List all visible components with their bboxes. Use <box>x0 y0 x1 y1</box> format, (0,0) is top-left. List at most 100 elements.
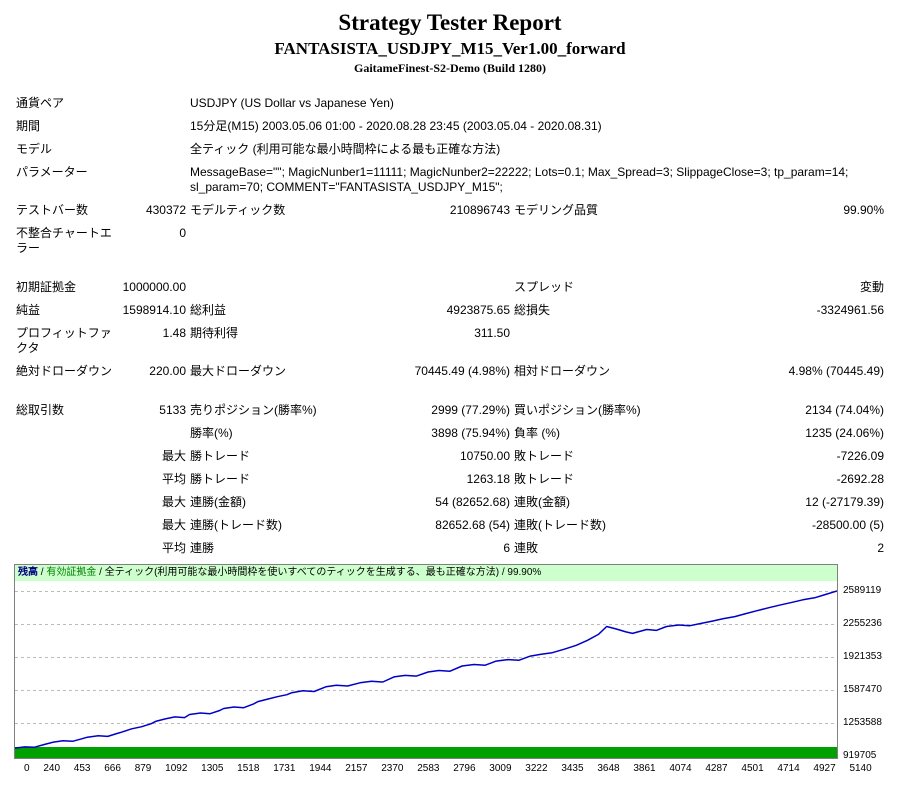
x-axis-label: 2796 <box>453 763 476 774</box>
label-cell: プロフィットファクタ <box>16 326 112 355</box>
x-axis-label: 2583 <box>417 763 440 774</box>
value-cell: 平均 <box>161 541 186 555</box>
table-row: 期間 15分足(M15) 2003.05.06 01:00 - 2020.08.2… <box>14 115 886 138</box>
spacer-row <box>14 260 886 276</box>
spacer-row <box>14 383 886 399</box>
value-cell: -2692.28 <box>836 472 885 486</box>
label-cell: 連勝 <box>190 541 215 555</box>
value-cell: 1235 (24.06%) <box>805 426 885 440</box>
balance-line <box>15 590 837 749</box>
value-cell: 10750.00 <box>459 449 510 463</box>
label-cell: 敗トレード <box>514 472 575 486</box>
x-axis-label: 1305 <box>201 763 224 774</box>
x-axis-label: 1518 <box>237 763 260 774</box>
value-cell: 1263.18 <box>466 472 510 486</box>
label-cell: 15分足(M15) 2003.05.06 01:00 - 2020.08.28 … <box>190 119 602 133</box>
y-axis-label: 1253588 <box>843 716 882 728</box>
value-cell: 70445.49 (4.98%) <box>414 364 510 378</box>
legend-separator: / <box>96 567 105 578</box>
value-cell: 2 <box>877 541 885 555</box>
value-cell: 最大 <box>161 518 186 532</box>
label-cell <box>14 468 114 491</box>
value-cell: 0 <box>179 226 186 240</box>
label-cell: 通貨ペア <box>16 96 65 110</box>
label-cell: 勝トレード <box>190 449 251 463</box>
balance-chart-section: 残高 / 有効証拠金 / 全ティック(利用可能な最小時間枠を使いすべてのティック… <box>14 564 886 761</box>
value-cell: 1.48 <box>162 326 186 340</box>
y-axis-label: 1921353 <box>843 651 882 662</box>
value-cell: 12 (-27179.39) <box>805 495 885 509</box>
table-row: 総取引数 5133 売りポジション(勝率%) 2999 (77.29%) 買いポジション… <box>14 399 886 422</box>
legend-quality-value: 99.90% <box>507 567 542 578</box>
label-cell <box>14 537 114 560</box>
report-title: Strategy Tester Report <box>338 10 562 35</box>
report-page: Strategy Tester Report FANTASISTA_USDJPY… <box>14 8 886 774</box>
table-row: 最大 勝トレード 10750.00 敗トレード -7226.09 <box>14 445 886 468</box>
label-cell: 勝トレード <box>190 472 251 486</box>
x-axis-label: 3648 <box>597 763 620 774</box>
label-cell: 負率 (%) <box>514 426 560 440</box>
label-cell: 買いポジション(勝率%) <box>514 403 641 417</box>
x-axis-label: 2370 <box>381 763 404 774</box>
legend-balance-label: 残高 <box>18 567 38 578</box>
table-row: 不整合チャートエラー 0 <box>14 222 886 260</box>
x-axis-label: 4501 <box>741 763 764 774</box>
value-cell: 430372 <box>145 203 186 217</box>
label-cell: モデリング品質 <box>514 203 599 217</box>
value-cell: 4923875.65 <box>446 303 510 317</box>
label-cell: モデル <box>16 142 53 156</box>
expert-name: FANTASISTA_USDJPY_M15_Ver1.00_forward <box>274 39 626 58</box>
x-axis-label: 666 <box>104 763 121 774</box>
x-axis-label: 2157 <box>345 763 368 774</box>
table-row: プロフィットファクタ 1.48 期待利得 311.50 <box>14 322 886 360</box>
value-cell: 5133 <box>159 403 186 417</box>
label-cell: 連勝(金額) <box>190 495 246 509</box>
label-cell: 不整合チャートエラー <box>16 226 112 255</box>
label-cell: MessageBase=""; MagicNunber1=11111; Magi… <box>190 165 849 194</box>
value-cell <box>114 422 188 445</box>
value-cell: 311.50 <box>474 326 510 340</box>
table-row: 平均 連勝 6 連敗 2 <box>14 537 886 560</box>
label-cell <box>188 222 886 260</box>
table-row: パラメーター MessageBase=""; MagicNunber1=11111… <box>14 161 886 199</box>
report-header: Strategy Tester Report FANTASISTA_USDJPY… <box>14 8 886 76</box>
value-cell: 変動 <box>860 280 885 294</box>
label-cell <box>14 445 114 468</box>
spacer-cell <box>14 383 886 399</box>
table-row: 勝率(%) 3898 (75.94%) 負率 (%) 1235 (24.06%) <box>14 422 886 445</box>
table-row: モデル 全ティック (利用可能な最小時間枠による最も正確な方法) <box>14 138 886 161</box>
label-cell: 連敗(トレード数) <box>514 518 606 532</box>
x-axis-label: 0 <box>24 763 30 774</box>
lots-bar <box>15 747 837 758</box>
y-axis-label: 2255236 <box>843 618 882 629</box>
value-cell: 1598914.10 <box>122 303 186 317</box>
value-cell: 99.90% <box>843 203 885 217</box>
value-cell: 4.98% (70445.49) <box>788 364 885 378</box>
table-row: 最大 連勝(金額) 54 (82652.68) 連敗(金額) 12 (-27179.39… <box>14 491 886 514</box>
table-row: 純益 1598914.10 総利益 4923875.65 総損失 -3324961.56 <box>14 299 886 322</box>
equity-curve-plot <box>15 581 837 758</box>
label-cell: 全ティック (利用可能な最小時間枠による最も正確な方法) <box>190 142 501 156</box>
x-axis-label: 1731 <box>273 763 296 774</box>
legend-separator: / <box>38 567 47 578</box>
x-axis-label: 1092 <box>165 763 188 774</box>
label-cell: 絶対ドローダウン <box>16 364 113 378</box>
label-cell: モデルティック数 <box>190 203 286 217</box>
label-cell: パラメーター <box>16 165 88 179</box>
x-axis-label: 3861 <box>633 763 656 774</box>
value-cell: 54 (82652.68) <box>435 495 510 509</box>
report-table-body: 通貨ペア USDJPY (US Dollar vs Japanese Yen) 期間… <box>14 92 886 560</box>
label-cell: 連敗(金額) <box>514 495 570 509</box>
value-cell <box>114 115 188 138</box>
table-row: 通貨ペア USDJPY (US Dollar vs Japanese Yen) <box>14 92 886 115</box>
label-cell: 純益 <box>16 303 41 317</box>
y-axis-label: 2589119 <box>843 585 882 596</box>
table-row: 絶対ドローダウン 220.00 最大ドローダウン 70445.49 (4.98%) 相対… <box>14 360 886 383</box>
label-cell: 最大ドローダウン <box>190 364 287 378</box>
x-axis-label: 879 <box>134 763 152 774</box>
label-cell: 連勝(トレード数) <box>190 518 282 532</box>
label-cell: 総損失 <box>514 303 551 317</box>
label-cell: 敗トレード <box>514 449 575 463</box>
label-cell: スプレッド <box>514 280 575 294</box>
legend-separator: / <box>499 567 508 578</box>
